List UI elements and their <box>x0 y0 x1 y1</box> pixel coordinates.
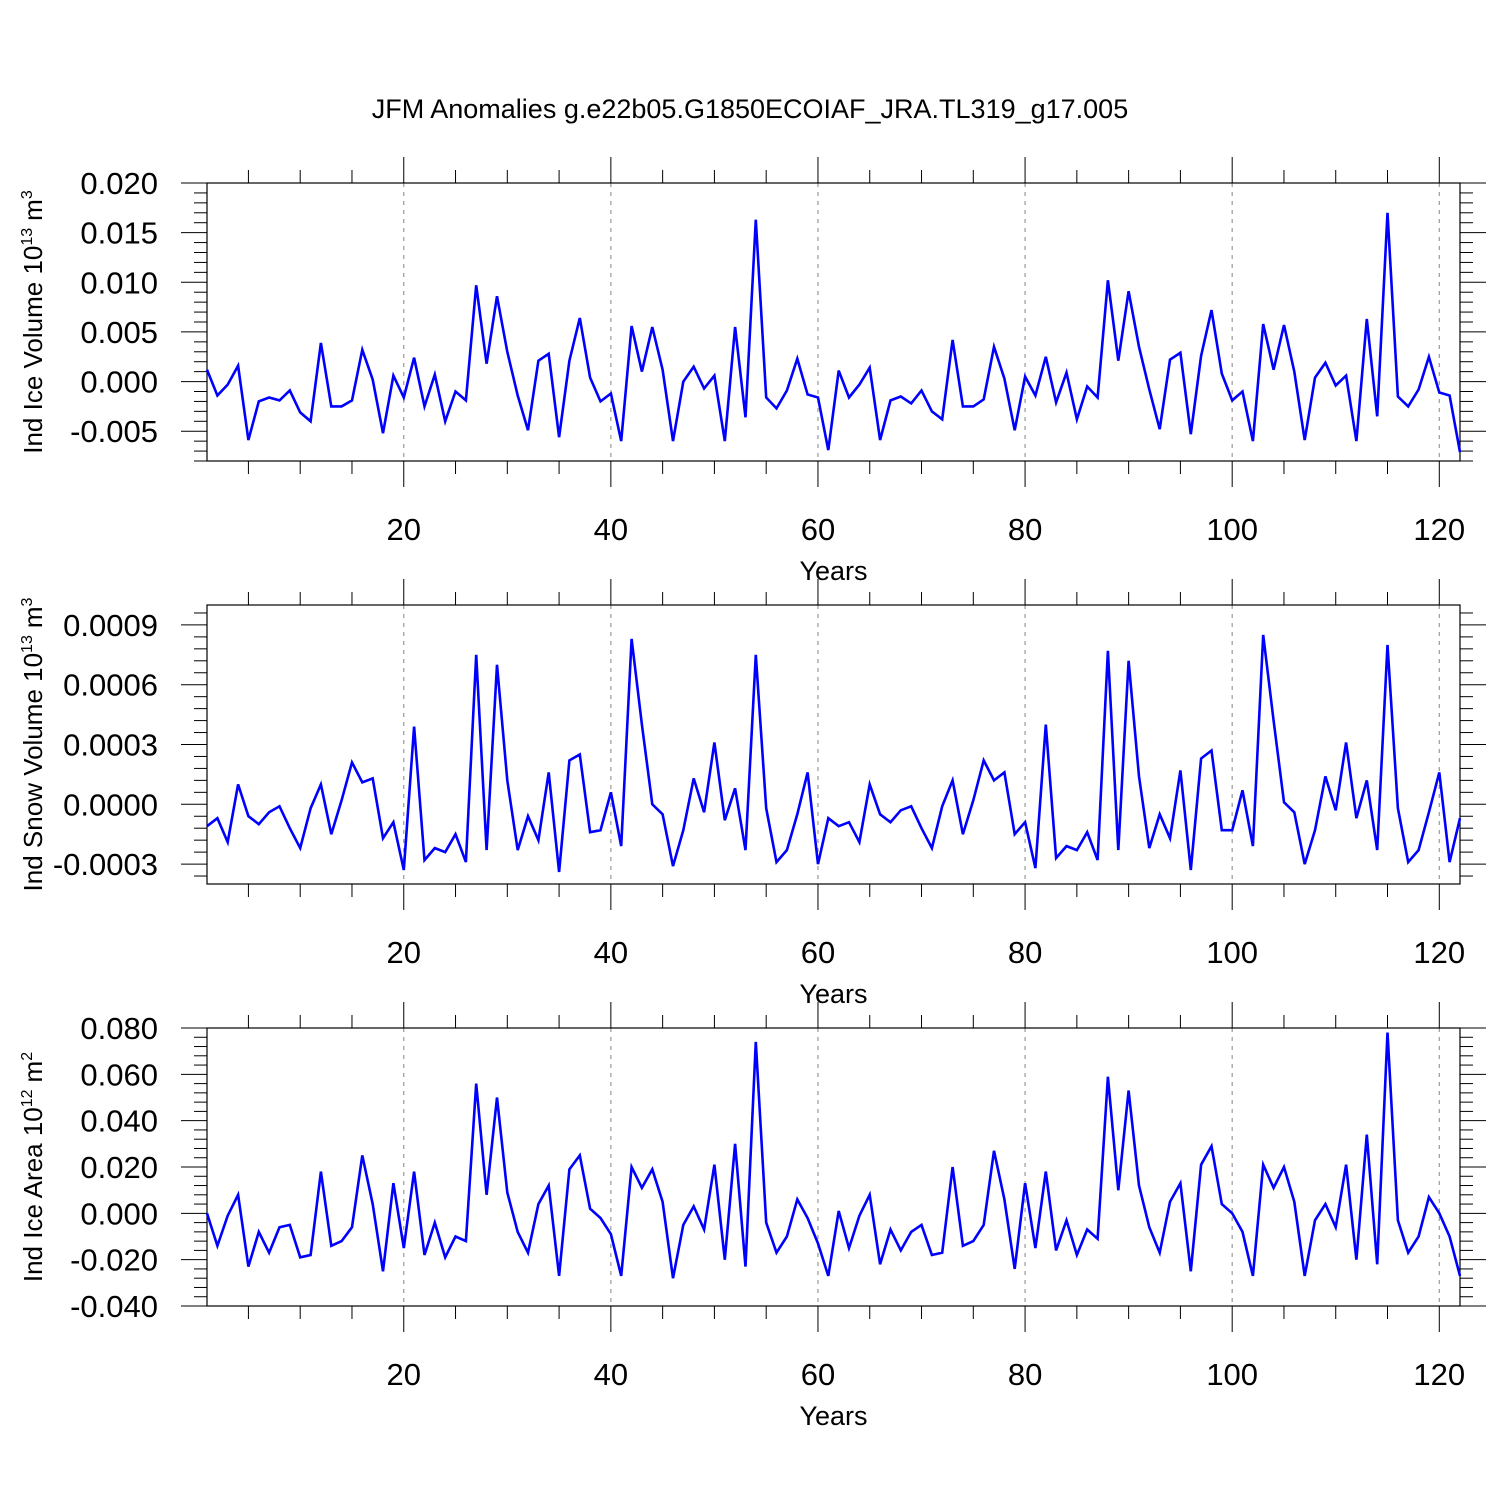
x-tick-label: 40 <box>594 1357 628 1392</box>
x-tick-label: 60 <box>801 935 835 970</box>
y-tick-label: 0.0003 <box>63 728 158 763</box>
x-tick-label: 20 <box>387 512 421 547</box>
y-tick-label: 0.0006 <box>63 668 158 703</box>
panel-2: 20 40 60 80 100 120 Years 0.0009 0.0006 0.0003 0.0… <box>18 579 1486 1009</box>
x-axis-label: Years <box>799 556 867 586</box>
x-tick-label: 60 <box>801 512 835 547</box>
y-tick-label: 0.000 <box>80 1196 158 1231</box>
x-axis-label: Years <box>799 979 867 1009</box>
y-axis-label: Ind Snow Volume 1013 m3 <box>18 597 48 891</box>
x-tick-label: 60 <box>801 1357 835 1392</box>
x-tick-label: 40 <box>594 512 628 547</box>
panel-3: 20 40 60 80 100 120 Years 0.080 0.060 0.040 0.020 0… <box>18 1002 1486 1431</box>
y-tick-label: -0.040 <box>70 1289 158 1324</box>
y-axis-label-text: Ind Ice Volume 10 <box>18 246 48 454</box>
x-tick-label: 40 <box>594 935 628 970</box>
y-tick-label: 0.000 <box>80 365 158 400</box>
data-series-line <box>205 212 1462 453</box>
y-tick-label: 0.040 <box>80 1104 158 1139</box>
y-axis-label-exponent: 12 <box>19 1089 36 1107</box>
y-tick-label: 0.0009 <box>63 608 158 643</box>
x-tick-label: 80 <box>1008 935 1042 970</box>
y-axis-label-unit-exponent: 2 <box>19 1052 36 1061</box>
y-axis-label-text: Ind Ice Area 10 <box>18 1107 48 1282</box>
y-tick-label: 0.060 <box>80 1057 158 1092</box>
y-tick-label: -0.020 <box>70 1243 158 1278</box>
y-tick-label: -0.0003 <box>53 847 158 882</box>
y-tick-label: 0.005 <box>80 315 158 350</box>
panel-1: 20 40 60 80 100 120 Years 0.020 0.015 0.010 0.005 0… <box>18 157 1486 586</box>
x-tick-label: 120 <box>1413 935 1465 970</box>
x-tick-label: 80 <box>1008 512 1042 547</box>
chart-panels: 20 40 60 80 100 120 Years 0.020 0.015 0.010 0.005 0… <box>18 157 1486 1431</box>
y-axis-label-unit: m <box>18 606 48 628</box>
x-tick-label: 120 <box>1413 1357 1465 1392</box>
y-tick-label: 0.015 <box>80 216 158 251</box>
y-axis-label-unit-exponent: 3 <box>19 597 36 606</box>
y-axis-label-text: Ind Snow Volume 10 <box>18 653 48 892</box>
y-tick-label: 0.020 <box>80 166 158 201</box>
x-tick-label: 20 <box>387 935 421 970</box>
x-tick-label: 100 <box>1206 1357 1258 1392</box>
data-series-line <box>206 634 1462 873</box>
y-axis-label-unit-exponent: 3 <box>19 190 36 199</box>
y-axis-label: Ind Ice Area 1012 m2 <box>18 1052 48 1282</box>
y-axis-label: Ind Ice Volume 1013 m3 <box>18 190 48 454</box>
x-tick-label: 100 <box>1206 935 1258 970</box>
x-tick-label: 100 <box>1206 512 1258 547</box>
x-tick-label: 120 <box>1413 512 1465 547</box>
y-tick-label: 0.010 <box>80 265 158 300</box>
x-tick-label: 20 <box>387 1357 421 1392</box>
y-tick-label: 0.0000 <box>63 787 158 822</box>
y-axis-label-unit: m <box>18 199 48 221</box>
x-tick-label: 80 <box>1008 1357 1042 1392</box>
y-tick-label: 0.020 <box>80 1150 158 1185</box>
chart-title: JFM Anomalies g.e22b05.G1850ECOIAF_JRA.T… <box>372 94 1128 124</box>
x-axis-label: Years <box>799 1401 867 1431</box>
y-tick-label: 0.080 <box>80 1011 158 1046</box>
y-axis-label-exponent: 13 <box>19 635 36 653</box>
y-tick-label: -0.005 <box>70 414 158 449</box>
data-series-line <box>205 1032 1462 1279</box>
y-axis-label-exponent: 13 <box>19 228 36 246</box>
y-axis-label-unit: m <box>18 1061 48 1083</box>
